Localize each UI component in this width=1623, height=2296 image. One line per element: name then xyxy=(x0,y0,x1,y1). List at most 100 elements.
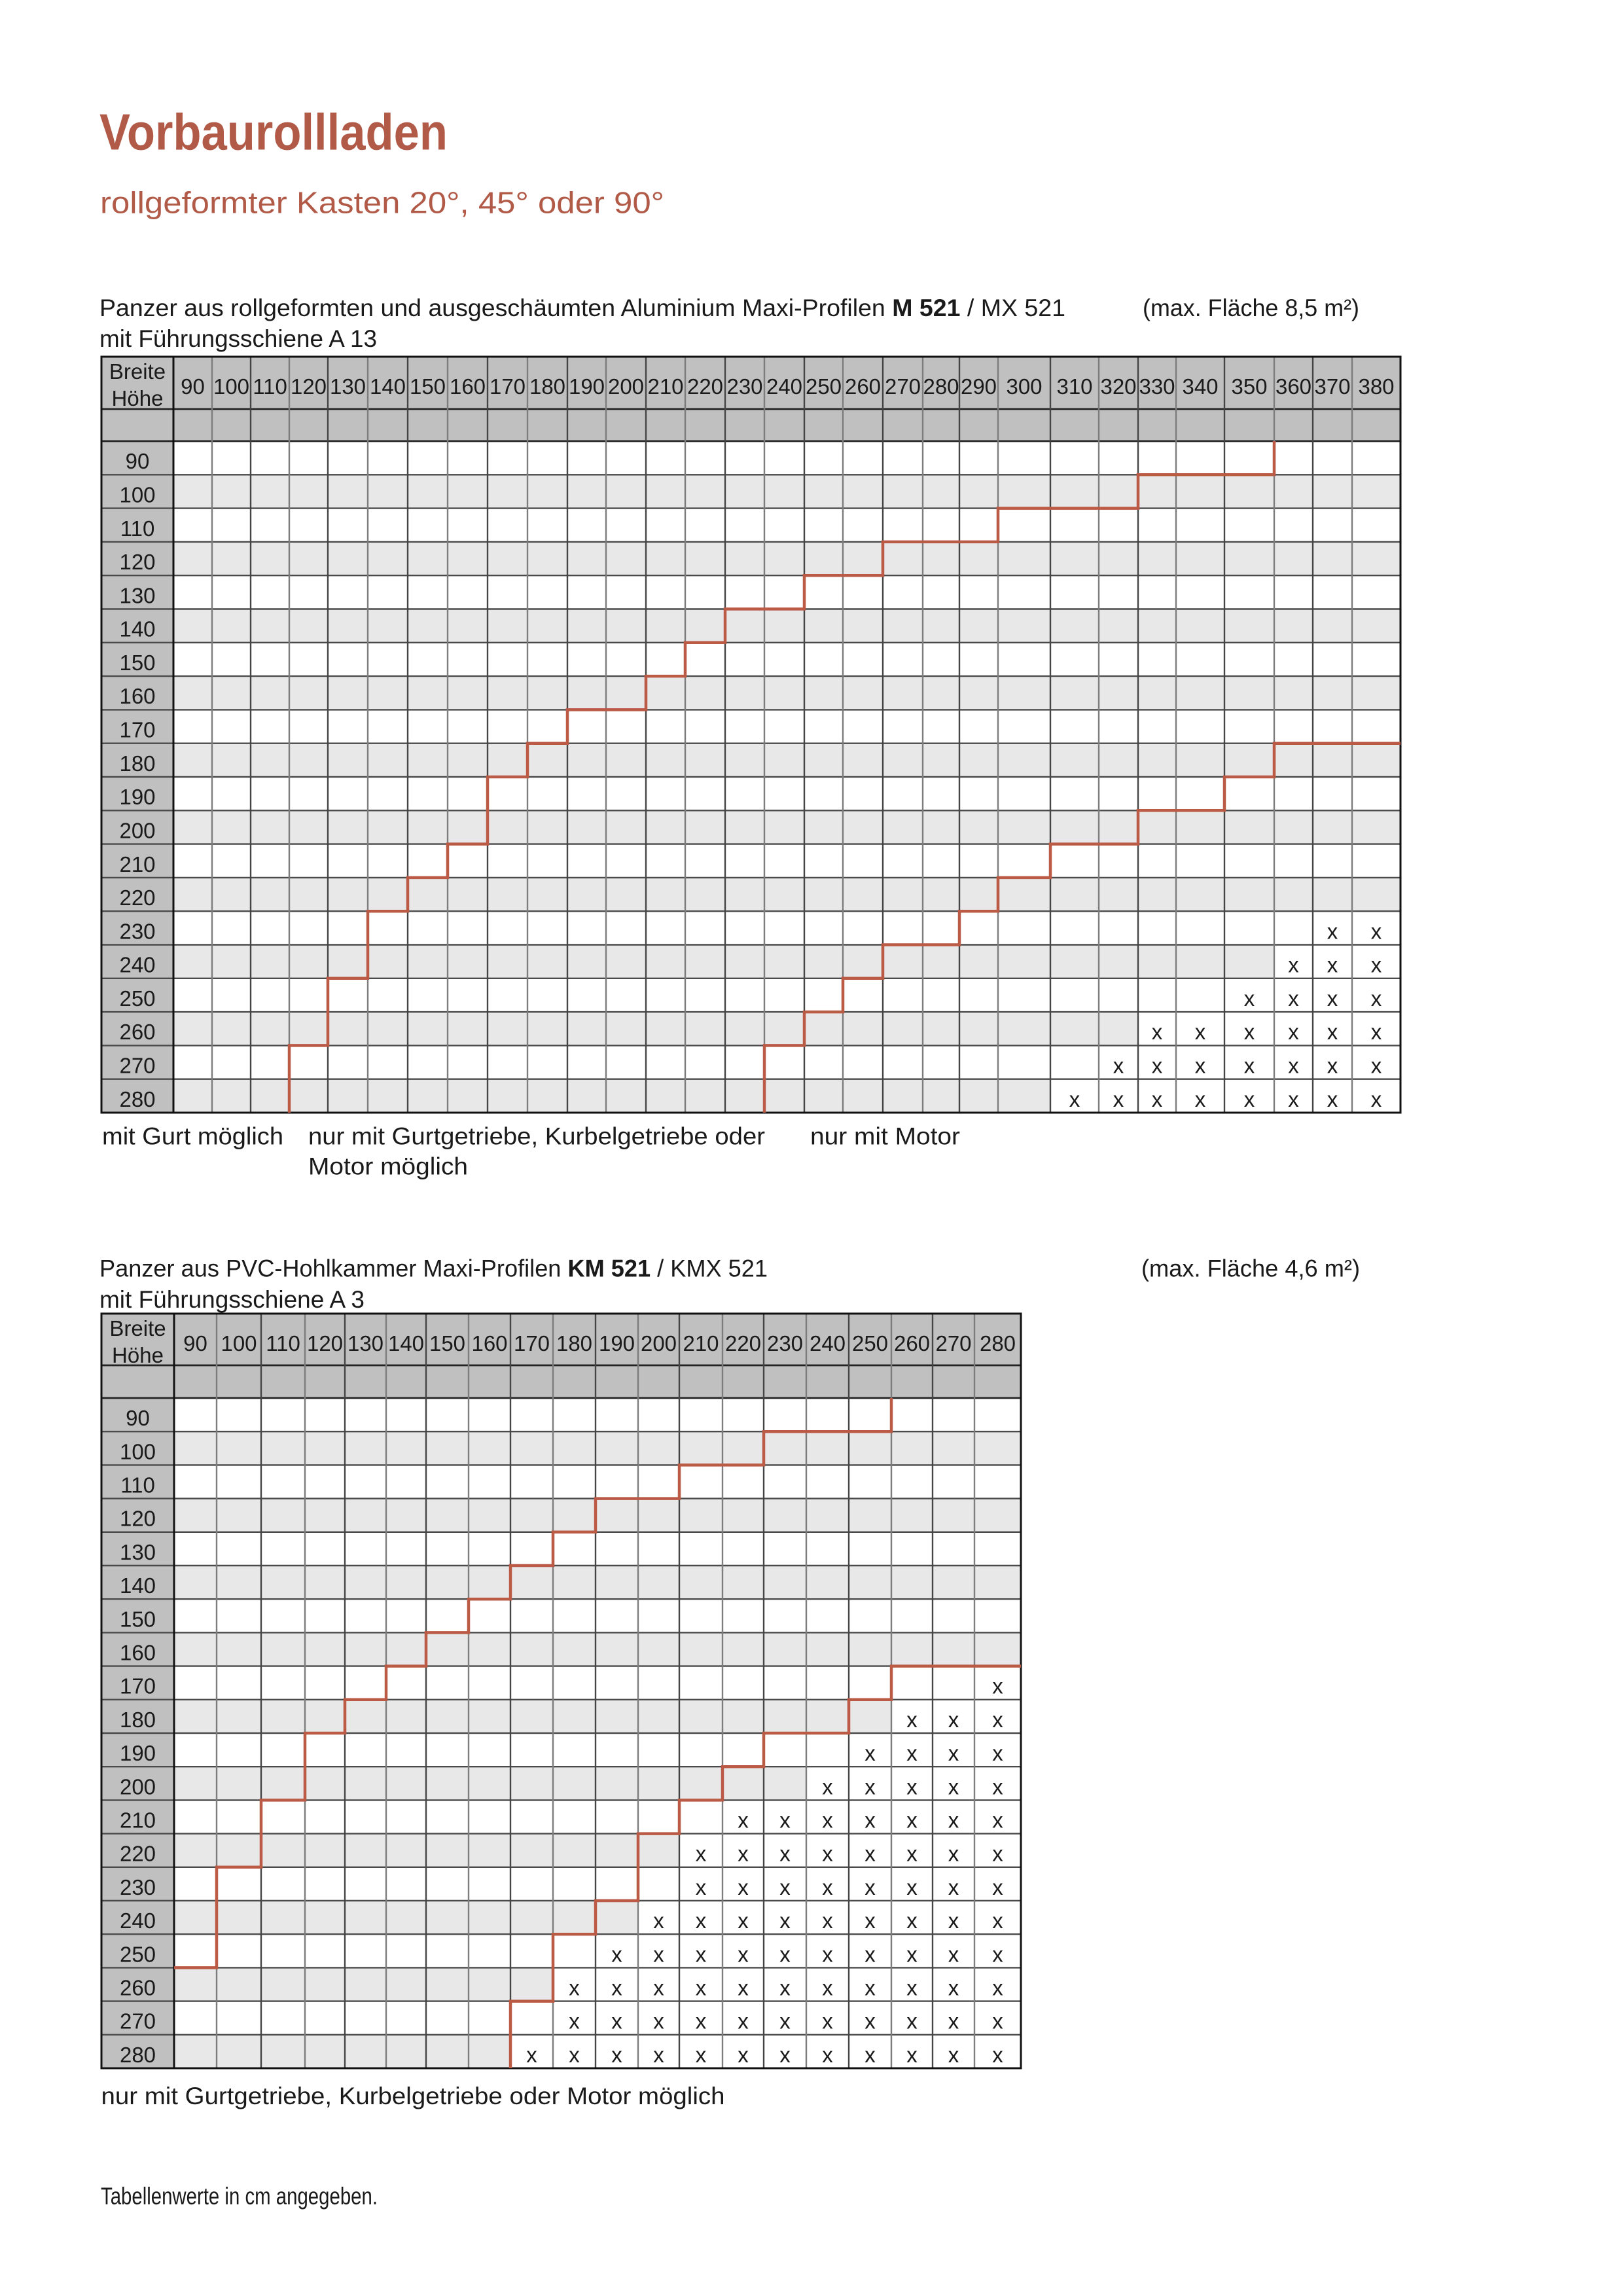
svg-text:x: x xyxy=(906,1942,918,1966)
svg-text:x: x xyxy=(569,2043,580,2067)
svg-text:230: 230 xyxy=(120,1875,156,1899)
svg-text:x: x xyxy=(906,1976,918,2000)
svg-text:220: 220 xyxy=(120,1842,156,1866)
svg-text:x: x xyxy=(948,1774,959,1799)
svg-text:x: x xyxy=(992,2009,1003,2034)
svg-text:300: 300 xyxy=(1006,374,1042,399)
svg-text:x: x xyxy=(992,1741,1003,1765)
svg-text:190: 190 xyxy=(569,374,605,399)
svg-text:210: 210 xyxy=(119,852,155,876)
svg-text:260: 260 xyxy=(845,374,881,399)
svg-text:x: x xyxy=(992,1808,1003,1833)
svg-text:170: 170 xyxy=(490,374,526,399)
svg-text:x: x xyxy=(653,2043,664,2067)
svg-text:x: x xyxy=(1244,1087,1255,1111)
svg-text:x: x xyxy=(1371,1054,1382,1078)
svg-text:230: 230 xyxy=(726,374,762,399)
svg-text:x: x xyxy=(865,2043,876,2067)
svg-text:x: x xyxy=(696,1909,707,1933)
svg-text:290: 290 xyxy=(961,374,997,399)
svg-text:x: x xyxy=(1288,1054,1299,1078)
svg-text:100: 100 xyxy=(120,1439,156,1463)
svg-text:200: 200 xyxy=(608,374,644,399)
svg-text:200: 200 xyxy=(120,1774,156,1799)
svg-text:x: x xyxy=(696,2043,707,2067)
svg-text:rollgeformter Kasten 20°, 45°: rollgeformter Kasten 20°, 45° oder 90° xyxy=(100,185,664,219)
svg-text:x: x xyxy=(1327,953,1338,977)
svg-text:nur mit Gurtgetriebe, Kurbelge: nur mit Gurtgetriebe, Kurbelgetriebe ode… xyxy=(101,2083,725,2109)
svg-text:Breite: Breite xyxy=(109,1316,166,1340)
svg-text:x: x xyxy=(653,1909,664,1933)
svg-text:120: 120 xyxy=(307,1331,343,1355)
svg-text:x: x xyxy=(1327,1087,1338,1111)
svg-text:x: x xyxy=(906,2043,918,2067)
svg-text:x: x xyxy=(948,1708,959,1732)
svg-text:210: 210 xyxy=(647,374,683,399)
svg-text:x: x xyxy=(992,1942,1003,1966)
svg-text:110: 110 xyxy=(253,374,287,399)
svg-text:230: 230 xyxy=(767,1331,803,1355)
svg-text:x: x xyxy=(569,1976,580,2000)
svg-text:110: 110 xyxy=(120,516,155,541)
svg-text:330: 330 xyxy=(1139,374,1175,399)
svg-text:x: x xyxy=(992,1909,1003,1933)
svg-text:x: x xyxy=(696,1842,707,1866)
svg-text:x: x xyxy=(738,2043,749,2067)
svg-text:240: 240 xyxy=(119,953,155,977)
svg-text:x: x xyxy=(948,1808,959,1833)
svg-text:Tabellenwerte in cm angegeben.: Tabellenwerte in cm angegeben. xyxy=(101,2183,378,2210)
svg-text:130: 130 xyxy=(120,1540,156,1564)
svg-text:x: x xyxy=(1288,1087,1299,1111)
svg-text:160: 160 xyxy=(120,1641,156,1665)
svg-text:x: x xyxy=(822,1808,833,1833)
svg-text:x: x xyxy=(948,2009,959,2034)
svg-text:x: x xyxy=(738,1942,749,1966)
svg-text:x: x xyxy=(1371,953,1382,977)
svg-text:310: 310 xyxy=(1056,374,1092,399)
svg-text:x: x xyxy=(738,2009,749,2034)
svg-text:120: 120 xyxy=(119,550,155,574)
svg-text:130: 130 xyxy=(330,374,366,399)
svg-text:x: x xyxy=(779,1909,791,1933)
svg-text:x: x xyxy=(948,2043,959,2067)
svg-text:x: x xyxy=(696,1875,707,1899)
svg-text:140: 140 xyxy=(120,1573,156,1598)
svg-text:x: x xyxy=(865,1808,876,1833)
svg-text:x: x xyxy=(948,1909,959,1933)
svg-text:360: 360 xyxy=(1275,374,1311,399)
svg-text:x: x xyxy=(653,1976,664,2000)
svg-text:x: x xyxy=(1371,919,1382,943)
svg-text:340: 340 xyxy=(1182,374,1218,399)
svg-text:x: x xyxy=(1327,1020,1338,1044)
svg-text:x: x xyxy=(865,1741,876,1765)
svg-text:280: 280 xyxy=(980,1331,1016,1355)
svg-text:220: 220 xyxy=(725,1331,761,1355)
svg-text:x: x xyxy=(865,1909,876,1933)
svg-text:x: x xyxy=(865,1842,876,1866)
svg-text:x: x xyxy=(738,1842,749,1866)
svg-text:x: x xyxy=(738,1976,749,2000)
svg-text:180: 180 xyxy=(119,751,155,776)
svg-text:mit Gurt möglich: mit Gurt möglich xyxy=(102,1123,283,1150)
svg-text:120: 120 xyxy=(291,374,327,399)
svg-text:x: x xyxy=(906,1741,918,1765)
svg-text:nur mit Gurtgetriebe, Kurbelge: nur mit Gurtgetriebe, Kurbelgetriebe ode… xyxy=(308,1123,765,1150)
svg-text:150: 150 xyxy=(119,651,155,675)
svg-text:x: x xyxy=(992,1708,1003,1732)
svg-text:150: 150 xyxy=(410,374,446,399)
svg-text:270: 270 xyxy=(119,1054,155,1078)
svg-text:x: x xyxy=(1244,1054,1255,1078)
svg-text:x: x xyxy=(1195,1087,1206,1111)
svg-text:x: x xyxy=(992,2043,1003,2067)
svg-text:x: x xyxy=(1327,986,1338,1011)
svg-text:350: 350 xyxy=(1231,374,1267,399)
svg-text:x: x xyxy=(779,1842,791,1866)
svg-text:160: 160 xyxy=(471,1331,507,1355)
svg-text:x: x xyxy=(1371,1020,1382,1044)
svg-text:x: x xyxy=(948,1976,959,2000)
svg-text:x: x xyxy=(1288,1020,1299,1044)
svg-text:x: x xyxy=(865,1774,876,1799)
svg-text:x: x xyxy=(526,2043,537,2067)
svg-text:x: x xyxy=(822,1875,833,1899)
svg-text:130: 130 xyxy=(348,1331,383,1355)
